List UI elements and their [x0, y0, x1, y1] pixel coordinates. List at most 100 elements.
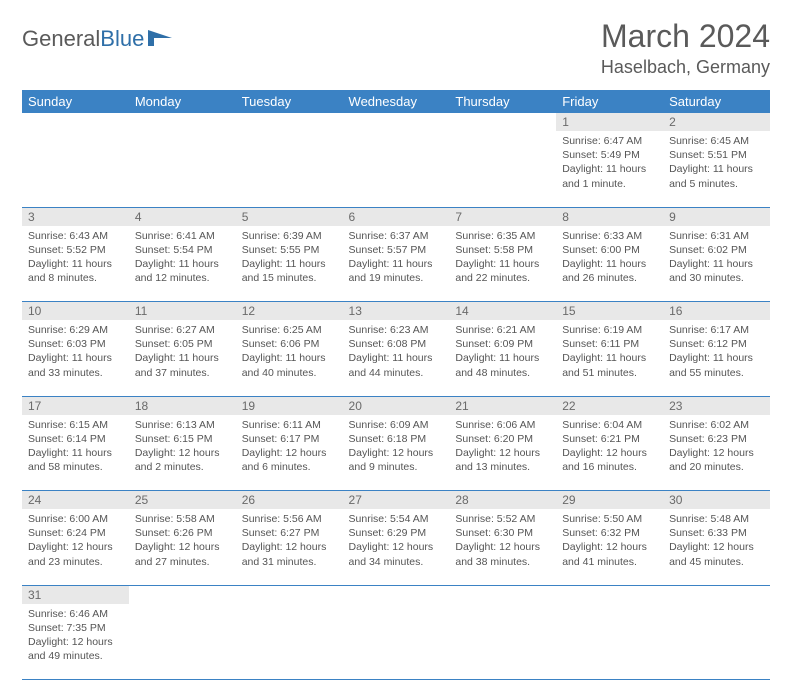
day-cell: Sunrise: 5:48 AMSunset: 6:33 PMDaylight:…	[663, 509, 770, 585]
location: Haselbach, Germany	[601, 57, 770, 78]
day-cell: Sunrise: 6:41 AMSunset: 5:54 PMDaylight:…	[129, 226, 236, 302]
day-number	[236, 113, 343, 131]
day-cell	[236, 604, 343, 680]
calendar-body: 12Sunrise: 6:47 AMSunset: 5:49 PMDayligh…	[22, 113, 770, 680]
day-text: Sunrise: 5:52 AMSunset: 6:30 PMDaylight:…	[449, 509, 556, 575]
day-cell: Sunrise: 5:54 AMSunset: 6:29 PMDaylight:…	[343, 509, 450, 585]
day-cell	[236, 131, 343, 207]
logo-text-general: General	[22, 26, 100, 52]
day-number	[22, 113, 129, 131]
day-cell: Sunrise: 6:06 AMSunset: 6:20 PMDaylight:…	[449, 415, 556, 491]
day-number: 1	[556, 113, 663, 131]
day-number: 9	[663, 207, 770, 226]
day-number: 16	[663, 302, 770, 321]
day-number: 30	[663, 491, 770, 510]
day-cell: Sunrise: 6:00 AMSunset: 6:24 PMDaylight:…	[22, 509, 129, 585]
day-content-row: Sunrise: 6:43 AMSunset: 5:52 PMDaylight:…	[22, 226, 770, 302]
day-cell: Sunrise: 5:50 AMSunset: 6:32 PMDaylight:…	[556, 509, 663, 585]
weekday-header: Sunday	[22, 90, 129, 113]
day-cell: Sunrise: 5:58 AMSunset: 6:26 PMDaylight:…	[129, 509, 236, 585]
day-text: Sunrise: 6:23 AMSunset: 6:08 PMDaylight:…	[343, 320, 450, 386]
day-cell	[556, 604, 663, 680]
day-cell	[343, 604, 450, 680]
day-number	[343, 585, 450, 604]
day-number: 2	[663, 113, 770, 131]
day-number: 12	[236, 302, 343, 321]
day-content-row: Sunrise: 6:29 AMSunset: 6:03 PMDaylight:…	[22, 320, 770, 396]
day-number	[129, 113, 236, 131]
day-cell: Sunrise: 6:46 AMSunset: 7:35 PMDaylight:…	[22, 604, 129, 680]
day-number: 14	[449, 302, 556, 321]
day-text: Sunrise: 6:25 AMSunset: 6:06 PMDaylight:…	[236, 320, 343, 386]
day-number	[343, 113, 450, 131]
day-cell: Sunrise: 6:39 AMSunset: 5:55 PMDaylight:…	[236, 226, 343, 302]
weekday-header: Monday	[129, 90, 236, 113]
day-cell	[343, 131, 450, 207]
day-cell: Sunrise: 6:15 AMSunset: 6:14 PMDaylight:…	[22, 415, 129, 491]
day-number	[663, 585, 770, 604]
day-number: 15	[556, 302, 663, 321]
header: GeneralBlue March 2024 Haselbach, German…	[22, 18, 770, 78]
day-text: Sunrise: 6:06 AMSunset: 6:20 PMDaylight:…	[449, 415, 556, 481]
day-text: Sunrise: 6:15 AMSunset: 6:14 PMDaylight:…	[22, 415, 129, 481]
day-cell	[449, 131, 556, 207]
day-text: Sunrise: 6:13 AMSunset: 6:15 PMDaylight:…	[129, 415, 236, 481]
day-content-row: Sunrise: 6:47 AMSunset: 5:49 PMDaylight:…	[22, 131, 770, 207]
day-number	[449, 113, 556, 131]
day-number	[449, 585, 556, 604]
day-text: Sunrise: 5:48 AMSunset: 6:33 PMDaylight:…	[663, 509, 770, 575]
day-cell: Sunrise: 6:04 AMSunset: 6:21 PMDaylight:…	[556, 415, 663, 491]
day-cell	[129, 131, 236, 207]
day-cell: Sunrise: 6:29 AMSunset: 6:03 PMDaylight:…	[22, 320, 129, 396]
day-text: Sunrise: 6:41 AMSunset: 5:54 PMDaylight:…	[129, 226, 236, 292]
day-text: Sunrise: 5:56 AMSunset: 6:27 PMDaylight:…	[236, 509, 343, 575]
day-text: Sunrise: 6:37 AMSunset: 5:57 PMDaylight:…	[343, 226, 450, 292]
day-text: Sunrise: 6:47 AMSunset: 5:49 PMDaylight:…	[556, 131, 663, 197]
day-number-row: 24252627282930	[22, 491, 770, 510]
day-cell	[449, 604, 556, 680]
day-text: Sunrise: 6:46 AMSunset: 7:35 PMDaylight:…	[22, 604, 129, 670]
day-cell: Sunrise: 6:33 AMSunset: 6:00 PMDaylight:…	[556, 226, 663, 302]
day-number: 17	[22, 396, 129, 415]
day-text: Sunrise: 6:17 AMSunset: 6:12 PMDaylight:…	[663, 320, 770, 386]
weekday-header-row: SundayMondayTuesdayWednesdayThursdayFrid…	[22, 90, 770, 113]
day-cell: Sunrise: 6:19 AMSunset: 6:11 PMDaylight:…	[556, 320, 663, 396]
day-text: Sunrise: 6:45 AMSunset: 5:51 PMDaylight:…	[663, 131, 770, 197]
day-number	[556, 585, 663, 604]
weekday-header: Tuesday	[236, 90, 343, 113]
day-text: Sunrise: 6:04 AMSunset: 6:21 PMDaylight:…	[556, 415, 663, 481]
day-text: Sunrise: 6:19 AMSunset: 6:11 PMDaylight:…	[556, 320, 663, 386]
day-number-row: 3456789	[22, 207, 770, 226]
day-text: Sunrise: 6:00 AMSunset: 6:24 PMDaylight:…	[22, 509, 129, 575]
title-block: March 2024 Haselbach, Germany	[601, 18, 770, 78]
day-number: 20	[343, 396, 450, 415]
day-text: Sunrise: 6:29 AMSunset: 6:03 PMDaylight:…	[22, 320, 129, 386]
day-cell: Sunrise: 6:43 AMSunset: 5:52 PMDaylight:…	[22, 226, 129, 302]
day-number: 31	[22, 585, 129, 604]
day-text: Sunrise: 6:02 AMSunset: 6:23 PMDaylight:…	[663, 415, 770, 481]
logo-text-blue: Blue	[100, 26, 144, 52]
day-text: Sunrise: 6:27 AMSunset: 6:05 PMDaylight:…	[129, 320, 236, 386]
day-text: Sunrise: 6:09 AMSunset: 6:18 PMDaylight:…	[343, 415, 450, 481]
day-number: 21	[449, 396, 556, 415]
day-number: 13	[343, 302, 450, 321]
day-text: Sunrise: 6:31 AMSunset: 6:02 PMDaylight:…	[663, 226, 770, 292]
weekday-header: Wednesday	[343, 90, 450, 113]
day-number: 25	[129, 491, 236, 510]
day-text: Sunrise: 6:11 AMSunset: 6:17 PMDaylight:…	[236, 415, 343, 481]
day-text: Sunrise: 6:21 AMSunset: 6:09 PMDaylight:…	[449, 320, 556, 386]
day-cell: Sunrise: 6:25 AMSunset: 6:06 PMDaylight:…	[236, 320, 343, 396]
weekday-header: Thursday	[449, 90, 556, 113]
day-number: 6	[343, 207, 450, 226]
day-number: 4	[129, 207, 236, 226]
day-content-row: Sunrise: 6:46 AMSunset: 7:35 PMDaylight:…	[22, 604, 770, 680]
day-number: 10	[22, 302, 129, 321]
day-number	[129, 585, 236, 604]
calendar-table: SundayMondayTuesdayWednesdayThursdayFrid…	[22, 90, 770, 680]
day-number: 3	[22, 207, 129, 226]
day-number-row: 17181920212223	[22, 396, 770, 415]
weekday-header: Friday	[556, 90, 663, 113]
day-cell: Sunrise: 6:21 AMSunset: 6:09 PMDaylight:…	[449, 320, 556, 396]
day-cell: Sunrise: 6:35 AMSunset: 5:58 PMDaylight:…	[449, 226, 556, 302]
day-text: Sunrise: 5:54 AMSunset: 6:29 PMDaylight:…	[343, 509, 450, 575]
